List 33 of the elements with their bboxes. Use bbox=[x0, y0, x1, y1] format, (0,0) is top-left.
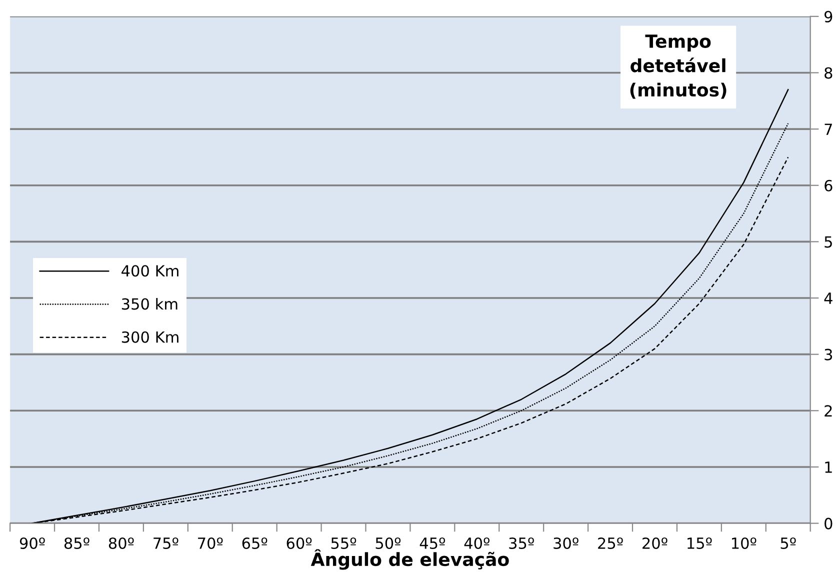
x-tick-label: 45º bbox=[420, 537, 446, 550]
x-tick-label: 25º bbox=[598, 537, 623, 550]
x-tick-label: 10º bbox=[732, 537, 756, 550]
x-tick-label: 85º bbox=[64, 537, 90, 550]
y-tick-label: 1 bbox=[825, 462, 832, 473]
legend-label: 400 Km bbox=[122, 265, 178, 277]
x-tick-label: 60º bbox=[286, 537, 312, 550]
x-tick-label: 80º bbox=[108, 537, 134, 550]
y-tick-label: 3 bbox=[824, 348, 832, 360]
x-tick-label: 50º bbox=[376, 537, 401, 550]
y-axis-title: Tempo detetável (minutos) bbox=[630, 34, 726, 99]
x-tick-label: 30º bbox=[554, 537, 578, 550]
x-tick-label: 75º bbox=[154, 537, 178, 550]
y-tick-label: 7 bbox=[824, 124, 832, 135]
x-axis-title: Ângulo de elevação bbox=[310, 549, 509, 570]
x-tick-label: 20º bbox=[642, 537, 668, 550]
x-tick-label: 5º bbox=[780, 537, 796, 550]
y-tick-label: 2 bbox=[824, 405, 832, 416]
legend-label: 350 km bbox=[122, 298, 178, 310]
x-tick-label: 35º bbox=[509, 537, 534, 550]
x-tick-label: 40º bbox=[464, 537, 490, 550]
y-tick-label: 0 bbox=[824, 518, 832, 530]
y-tick-label: 9 bbox=[824, 10, 832, 22]
y-tick-label: 5 bbox=[824, 236, 832, 248]
x-tick-label: 65º bbox=[242, 537, 268, 550]
x-tick-label: 70º bbox=[198, 537, 223, 550]
x-tick-label: 55º bbox=[331, 537, 356, 550]
legend-label: 300 Km bbox=[122, 331, 178, 343]
y-tick-label: 6 bbox=[824, 180, 832, 192]
x-tick-label: 15º bbox=[688, 537, 712, 550]
x-tick-label: 90º bbox=[20, 537, 45, 550]
y-tick-label: 8 bbox=[824, 67, 832, 79]
y-tick-label: 4 bbox=[824, 292, 832, 304]
